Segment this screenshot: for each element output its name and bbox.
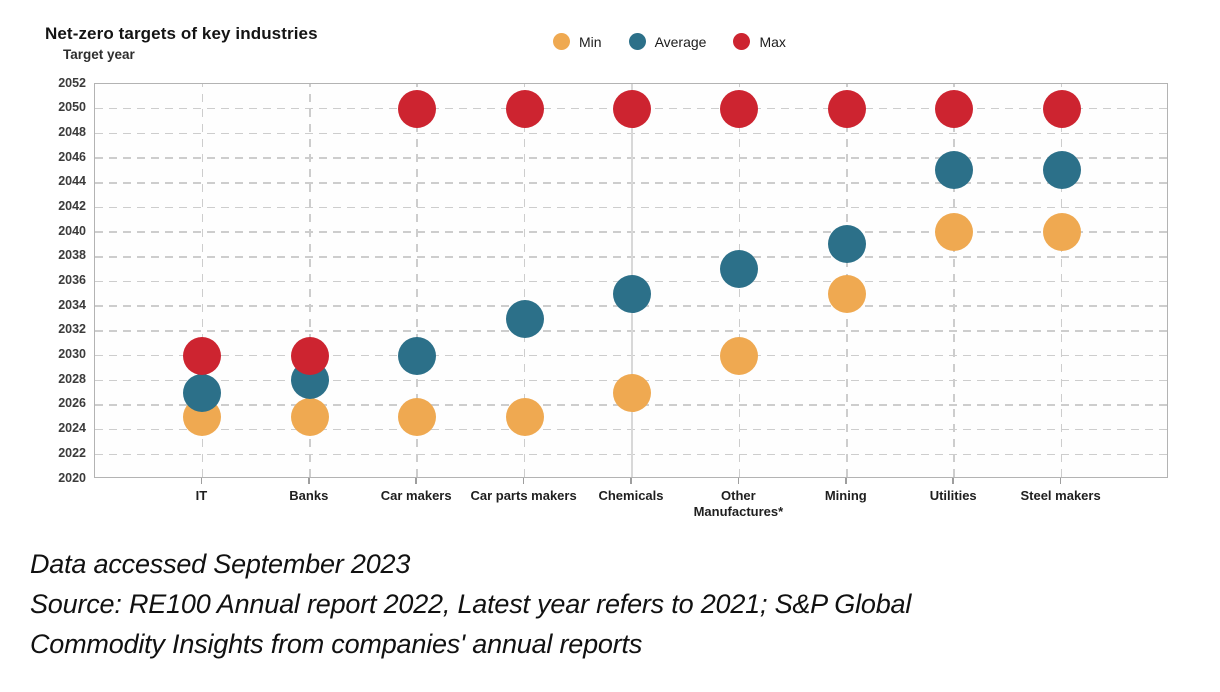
bubble-min-mining: [827, 274, 866, 313]
bubble-average-steel-makers: [1042, 151, 1081, 190]
source-line: Commodity Insights from companies' annua…: [30, 629, 643, 659]
bubble-average-chemicals: [613, 274, 651, 313]
x-category-label-car-makers: Car makers: [380, 488, 452, 503]
bubble-min-chemicals: [613, 373, 651, 412]
bubble-min-car-parts-makers: [505, 398, 544, 437]
y-tick-label: 2026: [58, 396, 86, 411]
x-tick-mark: [630, 478, 632, 484]
legend-dot-min-icon: [553, 33, 570, 50]
y-tick-label: 2032: [58, 322, 86, 337]
chart-title: Net-zero targets of key industries: [45, 24, 318, 43]
y-axis-title: Target year: [63, 47, 135, 62]
x-tick-mark: [845, 478, 847, 484]
h-gridline: [95, 330, 1167, 332]
y-tick-label: 2044: [58, 174, 86, 189]
x-tick-mark: [415, 478, 417, 484]
bubble-average-mining: [827, 225, 866, 264]
legend-dot-average-icon: [628, 33, 646, 50]
bubble-max-banks: [290, 336, 329, 375]
h-gridline: [95, 256, 1167, 258]
y-tick-label: 2028: [58, 371, 86, 386]
bubble-max-it: [183, 336, 222, 375]
y-tick-label: 2020: [58, 470, 86, 485]
x-category-label-steel-makers: Steel makers: [1020, 488, 1101, 503]
x-tick-mark: [1059, 478, 1062, 484]
bubble-min-banks: [290, 398, 329, 437]
source-line: Data accessed September 2023: [30, 549, 411, 579]
x-category-label-chemicals: Chemicals: [598, 488, 664, 503]
bubble-max-utilities: [935, 89, 974, 128]
source-line: Source: RE100 Annual report 2022, Latest…: [30, 589, 912, 619]
h-gridline: [95, 354, 1167, 357]
y-tick-label: 2022: [58, 445, 86, 460]
x-category-label-other-manufactures: Other Manufactures*: [693, 488, 784, 519]
source-note: Data accessed September 2023 Source: RE1…: [30, 544, 911, 664]
legend-item-min: Min: [553, 33, 602, 50]
x-tick-mark: [952, 478, 954, 484]
bubble-average-it: [183, 373, 222, 412]
bubble-min-steel-makers: [1042, 213, 1081, 252]
y-tick-label: 2050: [58, 100, 86, 115]
bubble-max-car-makers: [398, 89, 437, 128]
legend-item-average: Average: [628, 33, 707, 50]
h-gridline: [95, 157, 1167, 159]
bubble-max-steel-makers: [1042, 89, 1081, 128]
v-gridline: [416, 84, 418, 477]
h-gridline: [95, 453, 1167, 456]
x-category-label-utilities: Utilities: [929, 488, 977, 503]
bubble-max-car-parts-makers: [505, 89, 544, 128]
bubble-min-car-makers: [398, 398, 437, 437]
legend-dot-max-icon: [733, 33, 751, 50]
bubble-average-car-makers: [398, 336, 437, 375]
x-category-label-car-parts-makers: Car parts makers: [470, 488, 577, 503]
y-tick-label: 2038: [58, 248, 86, 263]
x-tick-mark: [737, 478, 740, 484]
h-gridline: [95, 231, 1167, 233]
bubble-min-other-manufactures: [720, 336, 759, 375]
y-tick-label: 2030: [58, 347, 86, 362]
y-tick-label: 2046: [58, 149, 86, 164]
bubble-average-other-manufactures: [720, 250, 759, 289]
x-category-label-banks: Banks: [289, 488, 329, 503]
y-tick-label: 2034: [58, 297, 86, 312]
x-category-label-mining: Mining: [824, 488, 867, 503]
x-tick-mark: [200, 478, 203, 484]
h-gridline: [95, 428, 1167, 431]
legend: Min Average Max: [553, 33, 786, 50]
bubble-average-car-parts-makers: [505, 299, 544, 338]
bubble-max-mining: [827, 89, 866, 128]
bubble-min-utilities: [935, 213, 974, 252]
v-gridline: [523, 84, 526, 477]
x-tick-mark: [308, 478, 310, 484]
x-tick-mark: [522, 478, 525, 484]
y-tick-label: 2024: [58, 421, 86, 436]
y-tick-label: 2036: [58, 273, 86, 287]
y-tick-label: 2048: [58, 124, 86, 139]
h-gridline: [95, 206, 1167, 209]
h-gridline: [95, 132, 1167, 135]
plot-area: [94, 83, 1168, 478]
v-gridline: [309, 84, 311, 477]
y-tick-label: 2052: [58, 75, 86, 90]
v-gridline: [953, 84, 955, 477]
bubble-average-utilities: [935, 151, 974, 190]
y-tick-label: 2042: [58, 198, 86, 213]
legend-label: Average: [654, 33, 707, 50]
legend-label: Min: [579, 33, 602, 50]
v-gridline: [201, 84, 204, 477]
legend-item-max: Max: [733, 33, 786, 50]
h-gridline: [95, 182, 1167, 184]
bubble-max-chemicals: [613, 89, 651, 128]
legend-label: Max: [759, 33, 786, 50]
bubble-max-other-manufactures: [720, 89, 759, 128]
v-gridline: [1060, 84, 1063, 477]
y-tick-label: 2040: [58, 223, 86, 238]
x-category-label-it: IT: [195, 488, 208, 503]
